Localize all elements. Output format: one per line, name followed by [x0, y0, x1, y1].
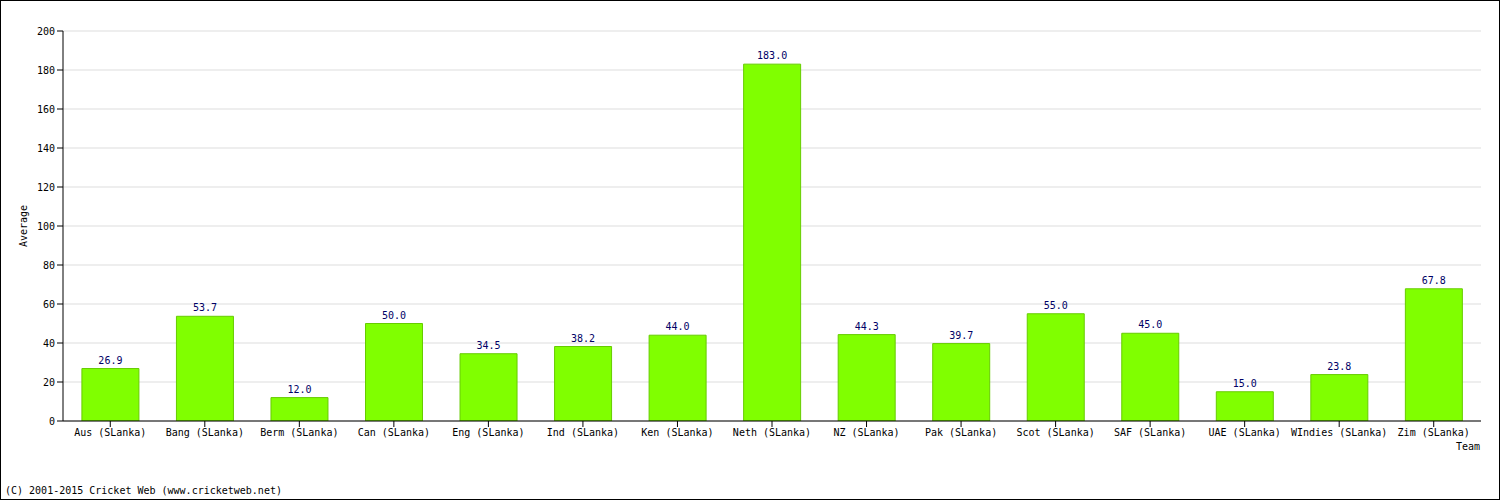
svg-text:Neth (SLanka): Neth (SLanka)	[733, 427, 811, 438]
svg-text:WIndies (SLanka): WIndies (SLanka)	[1291, 427, 1387, 438]
svg-text:0: 0	[49, 416, 55, 427]
svg-text:67.8: 67.8	[1422, 275, 1446, 286]
svg-text:44.3: 44.3	[855, 321, 879, 332]
html-text:(C) 2001-2015 Cricket Web (www: (C) 2001-2015 Cricket Web (www.cricketwe…	[5, 485, 282, 496]
svg-text:120: 120	[37, 182, 55, 193]
svg-text:38.2: 38.2	[571, 333, 595, 344]
svg-text:Eng (SLanka): Eng (SLanka)	[452, 427, 524, 438]
svg-text:44.0: 44.0	[666, 321, 690, 332]
svg-text:40: 40	[43, 338, 55, 349]
svg-text:Bang (SLanka): Bang (SLanka)	[166, 427, 244, 438]
svg-text:60: 60	[43, 299, 55, 310]
svg-text:183.0: 183.0	[757, 50, 787, 61]
svg-text:140: 140	[37, 143, 55, 154]
svg-text:SAF (SLanka): SAF (SLanka)	[1114, 427, 1186, 438]
svg-text:200: 200	[37, 26, 55, 37]
svg-text:12.0: 12.0	[287, 384, 311, 395]
svg-text:23.8: 23.8	[1327, 361, 1351, 372]
svg-text:20: 20	[43, 377, 55, 388]
svg-text:15.0: 15.0	[1233, 378, 1257, 389]
html-text:Team: Team	[1455, 441, 1480, 452]
svg-text:Ind (SLanka): Ind (SLanka)	[547, 427, 619, 438]
svg-text:45.0: 45.0	[1138, 319, 1162, 330]
svg-text:Zim (SLanka): Zim (SLanka)	[1398, 427, 1470, 438]
svg-text:Pak (SLanka): Pak (SLanka)	[925, 427, 997, 438]
svg-text:80: 80	[43, 260, 55, 271]
svg-text:39.7: 39.7	[949, 330, 973, 341]
svg-text:Berm (SLanka): Berm (SLanka)	[260, 427, 338, 438]
svg-text:100: 100	[37, 221, 55, 232]
svg-text:160: 160	[37, 104, 55, 115]
svg-text:Scot (SLanka): Scot (SLanka)	[1016, 427, 1094, 438]
svg-text:Average: Average	[18, 205, 29, 247]
svg-text:34.5: 34.5	[476, 340, 500, 351]
svg-text:Can (SLanka): Can (SLanka)	[358, 427, 430, 438]
svg-text:26.9: 26.9	[98, 355, 122, 366]
svg-text:Ken (SLanka): Ken (SLanka)	[641, 427, 713, 438]
svg-text:UAE (SLanka): UAE (SLanka)	[1209, 427, 1281, 438]
svg-text:Aus (SLanka): Aus (SLanka)	[74, 427, 146, 438]
svg-text:180: 180	[37, 65, 55, 76]
svg-text:53.7: 53.7	[193, 302, 217, 313]
svg-text:50.0: 50.0	[382, 310, 406, 321]
svg-text:NZ (SLanka): NZ (SLanka)	[833, 427, 899, 438]
svg-text:55.0: 55.0	[1044, 300, 1068, 311]
